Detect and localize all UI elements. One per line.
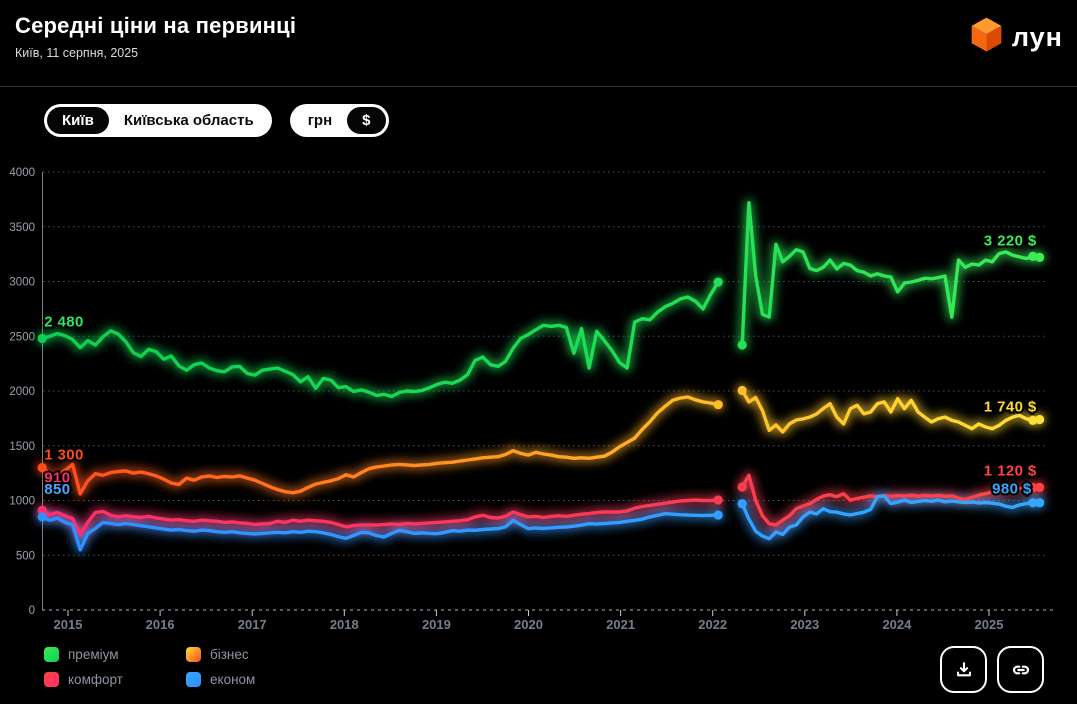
legend-label: бізнес bbox=[210, 647, 249, 662]
svg-text:2020: 2020 bbox=[514, 617, 543, 632]
region-option-oblast[interactable]: Київська область bbox=[109, 107, 269, 134]
region-toggle: Київ Київська область bbox=[44, 104, 272, 137]
region-option-kyiv[interactable]: Київ bbox=[47, 107, 109, 134]
svg-text:4000: 4000 bbox=[9, 167, 35, 179]
page-title: Середні ціни на первинці bbox=[15, 13, 297, 38]
svg-text:2022: 2022 bbox=[698, 617, 727, 632]
econom-swatch-icon bbox=[186, 672, 201, 687]
svg-text:2025: 2025 bbox=[975, 617, 1004, 632]
currency-option-usd[interactable]: $ bbox=[347, 107, 386, 134]
legend-item-premium: преміум bbox=[44, 647, 186, 662]
legend-label: комфорт bbox=[68, 672, 123, 687]
lun-cube-icon bbox=[970, 16, 1003, 59]
svg-text:2016: 2016 bbox=[146, 617, 175, 632]
currency-toggle: грн $ bbox=[289, 104, 389, 137]
svg-text:3500: 3500 bbox=[9, 222, 35, 234]
toggle-row: Київ Київська область грн $ bbox=[44, 104, 389, 137]
svg-text:3000: 3000 bbox=[9, 277, 35, 289]
legend-item-business: бізнес bbox=[186, 647, 255, 662]
svg-text:910: 910 bbox=[44, 469, 70, 486]
comfort-swatch-icon bbox=[44, 672, 59, 687]
lun-logo[interactable]: лун bbox=[970, 16, 1063, 59]
svg-text:980 $: 980 $ bbox=[992, 481, 1032, 498]
svg-text:2024: 2024 bbox=[882, 617, 912, 632]
business-swatch-icon bbox=[186, 647, 201, 662]
svg-text:2018: 2018 bbox=[330, 617, 359, 632]
svg-text:500: 500 bbox=[16, 550, 35, 562]
svg-text:2015: 2015 bbox=[54, 617, 83, 632]
svg-text:2500: 2500 bbox=[9, 331, 35, 343]
chart-legend: преміум бізнес комфорт економ bbox=[44, 647, 255, 687]
svg-text:2000: 2000 bbox=[9, 386, 35, 398]
svg-text:2017: 2017 bbox=[238, 617, 267, 632]
premium-swatch-icon bbox=[44, 647, 59, 662]
svg-text:2023: 2023 bbox=[790, 617, 819, 632]
lun-logo-text: лун bbox=[1011, 22, 1063, 52]
header: Середні ціни на первинці Київ, 11 серпня… bbox=[0, 0, 1077, 87]
svg-text:1000: 1000 bbox=[9, 496, 35, 508]
currency-option-uah[interactable]: грн bbox=[293, 107, 347, 134]
svg-text:3 220 $: 3 220 $ bbox=[984, 232, 1037, 249]
copy-link-icon bbox=[1012, 665, 1029, 674]
svg-text:1 740 $: 1 740 $ bbox=[984, 398, 1037, 415]
copy-link-button[interactable] bbox=[997, 646, 1044, 693]
svg-text:1 300: 1 300 bbox=[44, 447, 84, 464]
legend-item-econom: економ bbox=[186, 672, 255, 687]
svg-text:1 120 $: 1 120 $ bbox=[984, 462, 1037, 479]
legend-label: економ bbox=[210, 672, 256, 687]
svg-text:1500: 1500 bbox=[9, 441, 35, 453]
price-chart: 0 500 1000 1500 2000 2500 3000 3500 4000 2015 2016… bbox=[9, 167, 1054, 632]
download-button[interactable] bbox=[940, 646, 987, 693]
chart-actions bbox=[940, 646, 1044, 693]
page-subtitle: Київ, 11 серпня, 2025 bbox=[15, 46, 139, 60]
svg-text:0: 0 bbox=[29, 605, 35, 617]
legend-label: преміум bbox=[68, 647, 119, 662]
svg-text:2021: 2021 bbox=[606, 617, 635, 632]
download-icon bbox=[956, 661, 971, 676]
svg-text:2019: 2019 bbox=[422, 617, 451, 632]
svg-text:2 480: 2 480 bbox=[44, 313, 84, 330]
svg-text:850: 850 bbox=[44, 481, 70, 498]
legend-item-comfort: комфорт bbox=[44, 672, 186, 687]
